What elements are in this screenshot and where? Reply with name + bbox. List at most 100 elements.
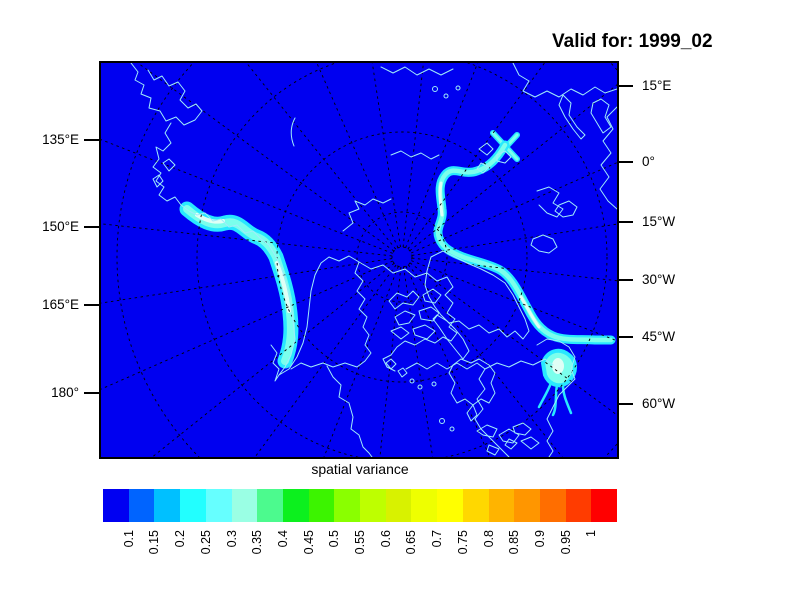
axis-tick bbox=[84, 139, 99, 141]
coast-scandinavia-top bbox=[380, 66, 454, 76]
colorbar-segment-3 bbox=[180, 489, 206, 522]
coast-okhotsk-west bbox=[152, 122, 276, 256]
coast-labrador bbox=[536, 338, 576, 457]
colorbar-tick-label: 0.5 bbox=[327, 530, 342, 548]
island-novaya-zemlya bbox=[558, 94, 586, 140]
coastlines bbox=[130, 63, 617, 457]
colorbar-tick-label: 0.45 bbox=[301, 530, 316, 555]
colorbar-tick-label: 0.1 bbox=[121, 530, 136, 548]
colorbar-segment-9 bbox=[334, 489, 361, 522]
islands-new-siberian bbox=[390, 150, 440, 160]
coast-bering-west bbox=[290, 261, 372, 370]
islands-svalbard bbox=[476, 142, 512, 174]
axis-tick bbox=[84, 392, 99, 394]
colorbar-segment-13 bbox=[437, 489, 463, 522]
colorbar-segment-15 bbox=[488, 489, 515, 522]
axis-tick bbox=[618, 161, 633, 163]
colorbar-segment-6 bbox=[257, 489, 283, 522]
coast-kamchatka-west bbox=[270, 254, 296, 382]
islands-bering-strait bbox=[385, 358, 408, 378]
axis-tick bbox=[84, 226, 99, 228]
coast-hudson-bay bbox=[448, 358, 496, 406]
colorbar-segment-8 bbox=[308, 489, 335, 522]
coast-white-sea bbox=[536, 186, 564, 218]
colorbar-segment-1 bbox=[128, 489, 155, 522]
colorbar-segment-18 bbox=[565, 489, 592, 522]
colorbar-segment-7 bbox=[282, 489, 309, 522]
coast-canada-mainland bbox=[484, 358, 554, 370]
axis-tick bbox=[618, 85, 633, 87]
coast-siberia-northeast bbox=[130, 63, 203, 126]
colorbar-tick-label: 0.6 bbox=[378, 530, 393, 548]
coast-alaska-south bbox=[474, 368, 510, 457]
left-axis-label: 135°E bbox=[42, 132, 79, 147]
islands-newfoundland bbox=[504, 422, 532, 450]
great-lakes bbox=[476, 424, 540, 456]
island-baffin bbox=[432, 314, 470, 360]
colorbar-segment-11 bbox=[385, 489, 412, 522]
colorbar-tick-label: 1 bbox=[584, 530, 599, 537]
colorbar-tick-label: 0.7 bbox=[430, 530, 445, 548]
colorbar-tick-label: 0.2 bbox=[173, 530, 188, 548]
axis-tick bbox=[84, 304, 99, 306]
left-axis-label: 150°E bbox=[42, 219, 79, 234]
colorbar-tick-label: 0.3 bbox=[224, 530, 239, 548]
right-axis-label: 15°E bbox=[642, 78, 672, 93]
colorbar-segment-10 bbox=[360, 489, 386, 522]
coast-norway-edge bbox=[599, 106, 617, 210]
colorbar-tick-label: 0.65 bbox=[404, 530, 419, 555]
plot-title: Valid for: 1999_02 bbox=[552, 31, 713, 52]
island-franz-josef bbox=[432, 86, 438, 92]
colorbar-segment-12 bbox=[411, 489, 438, 522]
coast-james-bay bbox=[466, 404, 478, 422]
colorbar-tick-label: 0.55 bbox=[353, 530, 367, 555]
island-iceland bbox=[554, 200, 578, 218]
coast-kola bbox=[512, 63, 617, 98]
colorbar-tick-label: 0.95 bbox=[558, 530, 573, 555]
axis-tick bbox=[618, 279, 633, 281]
map-svg bbox=[101, 63, 617, 457]
right-axis-label: 30°W bbox=[642, 272, 676, 287]
island-novaya-zemlya-2 bbox=[590, 98, 612, 134]
colorbar-segment-19 bbox=[591, 489, 618, 522]
coast-kuril-arc bbox=[326, 365, 373, 457]
colorbar-tick-label: 0.8 bbox=[481, 530, 496, 548]
colorbar-title: spatial variance bbox=[311, 461, 409, 477]
coast-okhotsk-islands bbox=[152, 158, 176, 188]
axis-tick bbox=[618, 403, 633, 405]
sea-background bbox=[101, 63, 617, 457]
axis-tick bbox=[618, 221, 633, 223]
colorbar-segment-16 bbox=[514, 489, 540, 522]
colorbar-segment-17 bbox=[539, 489, 566, 522]
variance-blob-labrador bbox=[537, 348, 577, 417]
coast-chukotka bbox=[358, 261, 458, 372]
colorbar-segment-0 bbox=[103, 489, 129, 522]
colorbar bbox=[103, 489, 618, 522]
right-axis-label: 60°W bbox=[642, 396, 676, 411]
colorbar-tick-label: 0.25 bbox=[198, 530, 213, 555]
colorbar-segment-4 bbox=[205, 489, 232, 522]
colorbar-tick-label: 0.85 bbox=[507, 530, 522, 555]
map-plot-area bbox=[99, 61, 619, 459]
graticule bbox=[101, 63, 617, 457]
colorbar-tick-label: 0.15 bbox=[147, 530, 162, 555]
colorbar-segment-14 bbox=[462, 489, 489, 522]
colorbar-segment-5 bbox=[231, 489, 258, 522]
coast-greenland bbox=[424, 250, 530, 340]
colorbar-segment-2 bbox=[154, 489, 181, 522]
axis-tick bbox=[618, 336, 633, 338]
colorbar-tick-label: 0.35 bbox=[250, 530, 265, 555]
right-axis-label: 45°W bbox=[642, 329, 676, 344]
left-axis-label: 180° bbox=[51, 385, 79, 400]
island-iceland-2 bbox=[530, 234, 558, 254]
colorbar-tick-label: 0.4 bbox=[275, 530, 290, 548]
right-axis-label: 0° bbox=[642, 154, 655, 169]
coast-kamchatka-east bbox=[278, 255, 360, 376]
variance-band-barents-greenland-davis bbox=[433, 130, 616, 345]
colorbar-tick-label: 0.9 bbox=[532, 530, 547, 548]
colorbar-tick-label: 0.75 bbox=[455, 530, 470, 555]
right-axis-label: 15°W bbox=[642, 214, 676, 229]
coast-laptev bbox=[342, 198, 392, 232]
coast-alaska-north bbox=[405, 362, 486, 370]
